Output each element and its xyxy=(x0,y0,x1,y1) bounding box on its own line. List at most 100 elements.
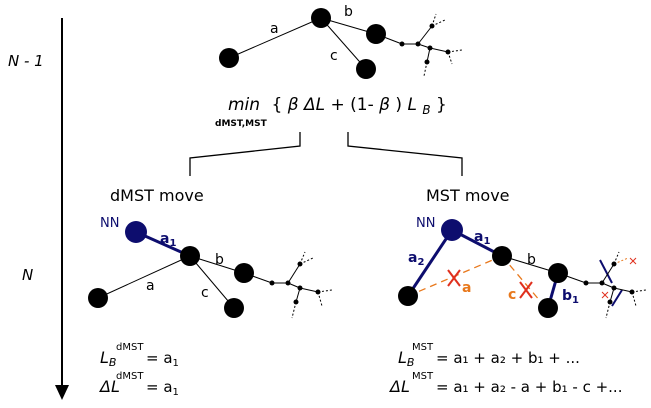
top-node-center xyxy=(311,8,331,28)
branch-right xyxy=(347,132,463,176)
top-graph: a b c xyxy=(219,4,463,79)
top-label-a: a xyxy=(270,21,279,37)
mst-label-a: a xyxy=(462,280,471,296)
mst-eq-lb-symbol: LB xyxy=(398,348,414,369)
dmst-branch-4 xyxy=(299,287,319,293)
mst-label-b1: b1 xyxy=(562,288,579,306)
top-small-node xyxy=(429,23,435,29)
objective-function: min { β ΔL + (1- β ) L B } dMST,MST xyxy=(215,95,447,129)
dmst-title: dMST move xyxy=(110,186,204,205)
brace-close: } xyxy=(436,95,447,115)
dmst-node-nn xyxy=(125,221,147,243)
top-branch-2 xyxy=(417,25,433,45)
mst-small-node xyxy=(629,289,635,295)
mst-label-nn: NN xyxy=(416,216,435,231)
dmst-panel: dMST move NN a1 a b c LB dMST xyxy=(88,186,333,398)
mst-node-left xyxy=(398,286,418,306)
mst-small-node xyxy=(599,280,605,286)
dmst-small-node xyxy=(297,261,303,267)
mst-eq-dl-rhs: = a₁ + a₂ - a + b₁ - c +... xyxy=(436,378,622,396)
mst-eq-dl-symbol: ΔL xyxy=(388,377,410,396)
mst-edge-extra-2 xyxy=(611,289,623,307)
l-symbol: L xyxy=(407,95,416,115)
top-node-right xyxy=(366,24,386,44)
dmst-label-a1: a1 xyxy=(160,231,176,249)
dmst-node-right xyxy=(234,263,254,283)
delta-l: ΔL xyxy=(302,95,331,115)
axis-label-n: N xyxy=(22,266,33,284)
mst-cut-mark-small-2 xyxy=(601,291,609,299)
mst-dash-2 xyxy=(613,257,629,265)
mst-node-center xyxy=(492,246,512,266)
dmst-branch-2 xyxy=(287,263,301,284)
mst-cut-mark-small-1 xyxy=(629,257,637,265)
mst-node-nn xyxy=(441,219,463,241)
dmst-eq-lb-rhs: = a1 xyxy=(146,349,179,369)
top-small-node xyxy=(424,59,430,65)
plus-term: + (1- xyxy=(330,95,373,115)
mst-eq-lb-sup: MST xyxy=(412,342,434,353)
top-small-node xyxy=(445,49,451,55)
dmst-small-node xyxy=(285,280,291,286)
objective-expression: min { β ΔL + (1- β ) L B } xyxy=(228,95,447,119)
min-word: min xyxy=(228,95,260,115)
top-label-c: c xyxy=(330,48,338,64)
dmst-eq-lb-symbol: LB xyxy=(100,348,116,369)
mst-label-a1: a1 xyxy=(474,229,490,247)
dmst-eq-dl-symbol: ΔL xyxy=(98,377,120,396)
axis-label-n-minus-1: N - 1 xyxy=(8,52,44,70)
mst-eq-lb-rhs: = a₁ + a₂ + b₁ + ... xyxy=(436,349,580,367)
dmst-edge-c xyxy=(189,255,235,309)
mst-dash-5 xyxy=(631,291,637,307)
dmst-eq-dl-sup: dMST xyxy=(116,371,144,382)
mst-label-b: b xyxy=(527,252,536,268)
dmst-label-nn: NN xyxy=(100,216,119,231)
brace-open: { xyxy=(271,95,287,115)
dmst-label-a: a xyxy=(146,278,155,294)
mst-node-right xyxy=(548,263,568,283)
mst-label-c: c xyxy=(508,287,516,303)
top-branch-4 xyxy=(429,47,449,53)
time-axis: N - 1 N xyxy=(8,18,69,400)
mst-small-node xyxy=(583,280,589,286)
beta-symbol-2: β xyxy=(378,95,390,115)
beta-symbol: β xyxy=(287,95,299,115)
mst-eq-dl-sup: MST xyxy=(412,371,434,382)
mst-edge-extra-1 xyxy=(599,259,613,284)
dmst-dash-4 xyxy=(291,301,297,319)
mst-node-bottom xyxy=(538,298,558,318)
dmst-node-left xyxy=(88,288,108,308)
mst-label-a2: a2 xyxy=(408,250,424,268)
top-node-left xyxy=(219,48,239,68)
branch-connectors xyxy=(189,132,463,176)
top-edge-a xyxy=(228,17,322,59)
mst-small-node xyxy=(607,299,613,305)
mst-panel: MST move xyxy=(388,186,647,396)
dmst-small-node xyxy=(269,280,275,286)
dmst-small-node xyxy=(293,299,299,305)
top-label-b: b xyxy=(344,4,353,20)
mst-branch-2 xyxy=(601,263,615,284)
dmst-node-bottom xyxy=(224,298,244,318)
mst-cut-mark-c xyxy=(519,281,533,299)
l-subscript: B xyxy=(422,103,430,117)
branch-left xyxy=(189,132,301,176)
dmst-eq-lb-sup: dMST xyxy=(116,342,144,353)
dmst-small-node xyxy=(315,289,321,295)
dmst-eq-dl-rhs: = a1 xyxy=(146,378,179,398)
mst-cut-mark-a xyxy=(447,269,461,287)
top-small-node xyxy=(427,45,433,51)
mst-title: MST move xyxy=(426,186,510,205)
mst-dash-4 xyxy=(605,301,611,319)
dmst-small-node xyxy=(297,285,303,291)
mst-branch-4 xyxy=(613,287,633,293)
mst-small-node xyxy=(611,261,617,267)
dmst-label-b: b xyxy=(215,252,224,268)
mst-small-node xyxy=(611,285,617,291)
dmst-dash-5 xyxy=(317,291,323,307)
dmst-edge-a xyxy=(97,255,191,299)
close-paren: ) xyxy=(395,95,407,115)
top-small-node xyxy=(399,41,405,47)
mst-edge-a2 xyxy=(406,229,454,297)
